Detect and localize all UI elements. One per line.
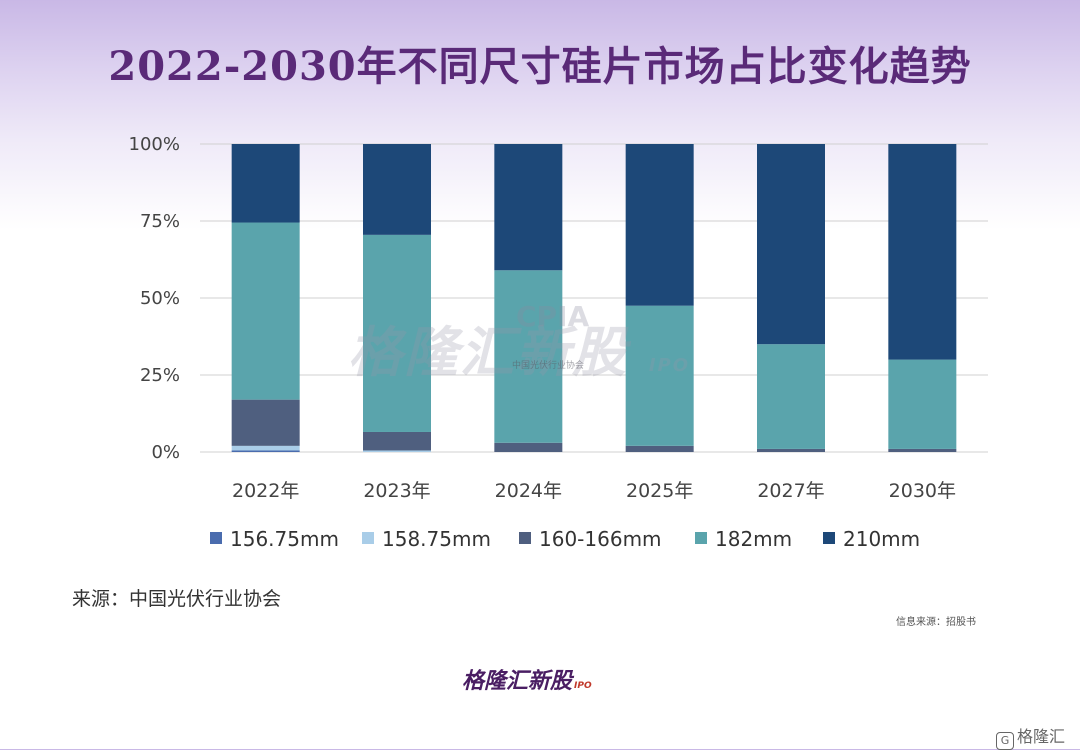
bar-segment: [625, 144, 694, 306]
legend: 156.75mm 158.75mm 160-166mm 182mm 210mm: [210, 527, 920, 551]
grid-lines: [200, 143, 988, 453]
logo-text: 格隆汇新股: [462, 669, 573, 694]
y-tick-label: 75%: [140, 211, 180, 232]
bar-segment: [888, 448, 957, 452]
y-tick-label: 100%: [129, 134, 180, 155]
x-tick-label: 2027年: [757, 480, 824, 502]
bar-segment: [757, 448, 825, 452]
legend-swatch: [210, 532, 222, 544]
bar-segment: [888, 144, 957, 360]
bar-segment: [494, 270, 563, 443]
brand-logo: 格隆汇新股 IPO: [462, 663, 592, 695]
info-source: 信息来源：招股书: [896, 617, 976, 628]
bar-segment: [231, 450, 300, 452]
legend-label: 158.75mm: [382, 527, 491, 551]
bars: [231, 144, 957, 452]
bar-segment: [888, 359, 957, 449]
bar-segment: [625, 305, 694, 446]
bar-segment: [363, 144, 431, 235]
bar-segment: [231, 144, 300, 223]
brand-icon: G: [996, 732, 1014, 750]
bar-segment: [494, 144, 563, 271]
legend-label: 156.75mm: [230, 527, 339, 551]
y-tick-label: 50%: [140, 288, 180, 309]
legend-label: 182mm: [715, 527, 792, 551]
corner-brand-text: 格隆汇: [1017, 727, 1066, 746]
bar-segment: [231, 222, 300, 400]
bar-segment: [231, 445, 300, 451]
bar-segment: [363, 234, 431, 432]
x-tick-label: 2024年: [495, 480, 562, 502]
source-note: 来源：中国光伏行业协会: [72, 588, 282, 610]
bar-segment: [363, 431, 431, 451]
chart-title: 2022-2030年不同尺寸硅片市场占比变化趋势: [108, 43, 972, 90]
x-tick-label: 2025年: [626, 480, 693, 502]
legend-label: 210mm: [843, 527, 920, 551]
legend-swatch: [695, 532, 707, 544]
bar-segment: [625, 445, 694, 452]
bar-segment: [494, 442, 563, 452]
x-tick-label: 2030年: [889, 480, 956, 502]
y-tick-label: 0%: [151, 442, 180, 463]
legend-swatch: [823, 532, 835, 544]
corner-brand: G 格隆汇: [996, 723, 1065, 750]
y-tick-label: 25%: [140, 365, 180, 386]
bar-segment: [363, 450, 431, 452]
legend-swatch: [362, 532, 374, 544]
logo-suffix: IPO: [574, 681, 592, 691]
legend-label: 160-166mm: [539, 527, 662, 551]
x-tick-label: 2023年: [363, 480, 430, 502]
bar-segment: [757, 144, 825, 345]
legend-swatch: [519, 532, 531, 544]
bar-segment: [231, 399, 300, 446]
axis-ticks: 0% 25% 50% 75% 100% 2022年 2023年 2024年 2025年 2027年…: [129, 134, 956, 502]
bar-segment: [757, 344, 825, 449]
x-tick-label: 2022年: [232, 480, 299, 502]
